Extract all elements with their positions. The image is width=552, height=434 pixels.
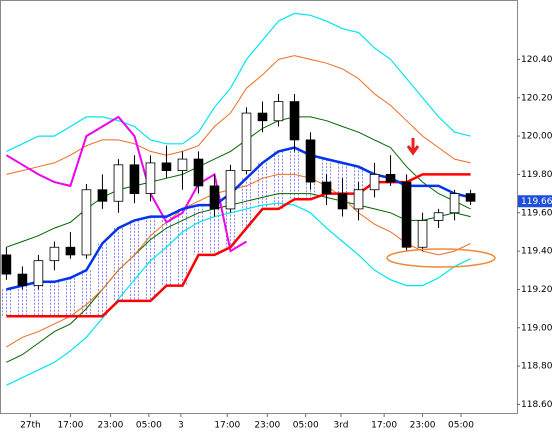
candle-body	[161, 162, 172, 171]
last-price-label: 119.66	[521, 197, 552, 207]
indicator-line	[6, 173, 471, 348]
candle-body	[129, 164, 140, 194]
x-tick-label: 3	[178, 421, 184, 431]
annotation-arrow	[406, 138, 420, 156]
y-tick-label: 120.20	[521, 93, 552, 103]
candle-body	[65, 246, 76, 256]
x-tick-label: 05:00	[293, 421, 319, 431]
candle-body	[385, 174, 396, 183]
candle-body	[193, 158, 204, 187]
candle-body	[289, 101, 300, 141]
indicator-line	[6, 12, 471, 152]
indicator-line	[6, 193, 471, 363]
x-tick-label: 23:00	[97, 421, 123, 431]
x-tick-label: 05:00	[448, 421, 474, 431]
candle-body	[177, 158, 188, 171]
y-tick-label: 119.80	[521, 170, 552, 180]
x-tick-label: 17:00	[214, 421, 240, 431]
candle-body	[33, 260, 44, 286]
y-tick-label: 118.60	[521, 400, 552, 410]
candle-body	[81, 189, 92, 256]
candle-body	[321, 181, 332, 194]
y-tick-label: 118.80	[521, 362, 552, 372]
y-tick-label: 120.00	[521, 132, 552, 142]
candle-body	[433, 212, 444, 221]
candle-body	[17, 273, 28, 286]
y-tick-label: 119.40	[521, 247, 552, 257]
candle-body	[449, 193, 460, 214]
candle-body	[257, 112, 268, 122]
candle-body	[49, 246, 60, 262]
candle-body	[401, 181, 412, 248]
candle-body	[113, 164, 124, 202]
y-tick-label: 119.00	[521, 323, 552, 333]
candle-body	[209, 185, 220, 210]
last-price-box	[518, 195, 552, 208]
x-tick-label: 3rd	[333, 421, 348, 431]
candle-body	[1, 254, 12, 275]
annotation-ellipse	[386, 248, 496, 268]
candle-body	[145, 162, 156, 194]
candle-body	[369, 174, 380, 191]
candle-body	[337, 193, 348, 210]
indicator-line	[5, 115, 248, 253]
x-tick-label: 23:00	[410, 421, 436, 431]
candle-body	[225, 170, 236, 210]
plot-frame	[0, 0, 518, 414]
candle-body	[305, 139, 316, 183]
candle-body	[241, 112, 252, 171]
candle-body	[417, 220, 428, 248]
y-tick-label: 119.20	[521, 285, 552, 295]
x-tick-label: 17:00	[57, 421, 83, 431]
candle-body	[273, 101, 284, 122]
candle-body	[465, 193, 476, 202]
candle-body	[97, 189, 108, 202]
indicator-line	[6, 202, 471, 386]
x-tick-label: 23:00	[254, 421, 280, 431]
x-tick-label: 27th	[20, 421, 41, 431]
x-tick-label: 17:00	[371, 421, 397, 431]
candle-body	[353, 189, 364, 210]
y-tick-label: 120.40	[521, 55, 552, 65]
y-tick-label: 119.60	[521, 208, 552, 218]
x-tick-label: 05:00	[136, 421, 162, 431]
